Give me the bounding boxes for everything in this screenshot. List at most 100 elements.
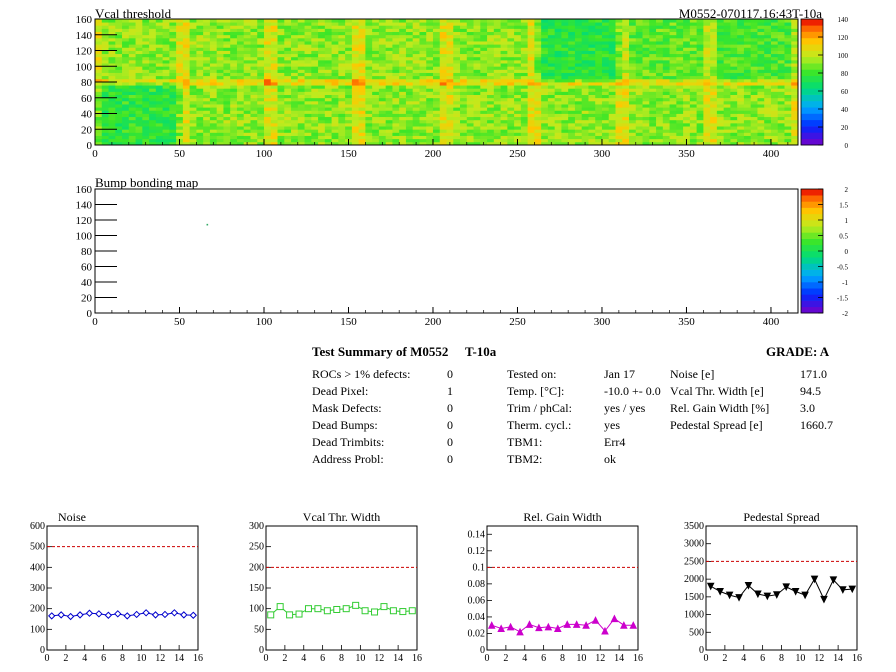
heatmap-cell xyxy=(426,63,434,67)
heatmap-cell xyxy=(162,129,170,133)
heatmap-cell xyxy=(703,82,711,86)
heatmap-cell xyxy=(764,50,772,55)
heatmap-cell xyxy=(615,37,623,42)
heatmap-cell xyxy=(345,116,353,121)
heatmap-cell xyxy=(554,69,562,73)
heatmap-cell xyxy=(291,19,299,23)
heatmap-cell xyxy=(149,22,157,26)
heatmap-cell xyxy=(534,104,542,108)
heatmap-cell xyxy=(209,113,218,118)
heatmap-cell xyxy=(757,66,765,70)
heatmap-cell xyxy=(291,85,299,89)
heatmap-cell xyxy=(405,37,414,42)
heatmap-cell xyxy=(122,104,130,108)
heatmap-cell xyxy=(291,135,299,140)
data-point xyxy=(314,605,322,613)
heatmap-cell xyxy=(473,56,481,61)
bump-bonding-axes: 0 50 100 150 200 250 300 350 4000204060801001201… xyxy=(76,184,789,328)
heatmap-cell xyxy=(764,116,772,121)
heatmap-cell xyxy=(277,75,285,80)
heatmap-cell xyxy=(257,113,265,118)
heatmap-cell xyxy=(236,113,245,118)
heatmap-cell xyxy=(155,132,163,136)
heatmap-cell xyxy=(324,78,332,83)
heatmap-cell xyxy=(601,122,610,127)
heatmap-cell xyxy=(453,135,461,140)
heatmap-cell xyxy=(142,56,150,61)
heatmap-cell xyxy=(176,107,184,111)
data-point xyxy=(333,605,341,613)
heatmap-cell xyxy=(568,85,576,89)
heatmap-cell xyxy=(608,88,616,92)
heatmap-cell xyxy=(318,91,326,95)
heatmap-cell xyxy=(547,82,556,86)
heatmap-cell xyxy=(196,78,204,83)
heatmap-cell xyxy=(764,119,772,124)
heatmap-cell xyxy=(196,82,204,86)
heatmap-cell xyxy=(683,66,691,70)
heatmap-cell xyxy=(507,25,515,29)
heatmap-cell xyxy=(122,82,130,86)
heatmap-cell xyxy=(615,41,623,45)
heatmap-cell xyxy=(169,44,177,48)
heatmap-cell xyxy=(743,19,752,23)
heatmap-cell xyxy=(324,72,332,77)
heatmap-cell xyxy=(757,37,765,42)
heatmap-cell xyxy=(432,113,441,118)
pedestal-spread-chart: Pedestal Spread0500100015002000250030003… xyxy=(684,510,862,664)
heatmap-cell xyxy=(230,72,238,77)
heatmap-cell xyxy=(108,78,116,83)
heatmap-cell xyxy=(601,126,610,130)
heatmap-cell xyxy=(770,104,779,108)
heatmap-cell xyxy=(554,50,562,55)
heatmap-cell xyxy=(460,110,468,114)
heatmap-cell xyxy=(257,34,265,39)
heatmap-cell xyxy=(365,129,373,133)
heatmap-cell xyxy=(162,85,170,89)
heatmap-cell xyxy=(122,138,130,143)
heatmap-cell xyxy=(649,72,657,77)
heatmap-cell xyxy=(662,66,670,70)
heatmap-cell xyxy=(324,122,332,127)
heatmap-cell xyxy=(331,94,339,99)
heatmap-cell xyxy=(696,56,704,61)
heatmap-cell xyxy=(405,34,414,39)
heatmap-cell xyxy=(115,88,123,92)
heatmap-cell xyxy=(534,97,542,102)
heatmap-cell xyxy=(541,100,549,105)
heatmap-cell xyxy=(277,113,285,118)
heatmap-cell xyxy=(716,88,725,92)
y-tick-label: 20 xyxy=(81,293,93,305)
heatmap-cell xyxy=(683,59,691,64)
heatmap-cell xyxy=(95,88,103,92)
heatmap-cell xyxy=(527,129,535,133)
x-tick-label: 12 xyxy=(814,653,824,664)
heatmap-cell xyxy=(764,100,772,105)
heatmap-cell xyxy=(777,69,785,73)
heatmap-cell xyxy=(155,141,163,146)
heatmap-cell xyxy=(446,94,454,99)
heatmap-cell xyxy=(345,69,353,73)
heatmap-cell xyxy=(277,132,285,136)
heatmap-cell xyxy=(216,126,224,130)
heatmap-cell xyxy=(318,28,326,32)
heatmap-cell xyxy=(635,56,643,61)
heatmap-cell xyxy=(520,100,529,105)
heatmap-cell xyxy=(568,31,576,36)
heatmap-cell xyxy=(230,75,238,80)
heatmap-cell xyxy=(432,44,441,48)
heatmap-cell xyxy=(101,132,109,136)
heatmap-cell xyxy=(318,44,326,48)
heatmap-cell xyxy=(683,31,691,36)
heatmap-cell xyxy=(656,56,664,61)
heatmap-cell xyxy=(683,19,691,23)
heatmap-cell xyxy=(656,113,664,118)
heatmap-cell xyxy=(182,41,191,45)
heatmap-cell xyxy=(426,59,434,64)
heatmap-cell xyxy=(669,110,677,114)
heatmap-cell xyxy=(622,47,630,51)
heatmap-cell xyxy=(155,85,163,89)
heatmap-cell xyxy=(162,25,170,29)
heatmap-cell xyxy=(534,129,542,133)
heatmap-cell xyxy=(615,59,623,64)
